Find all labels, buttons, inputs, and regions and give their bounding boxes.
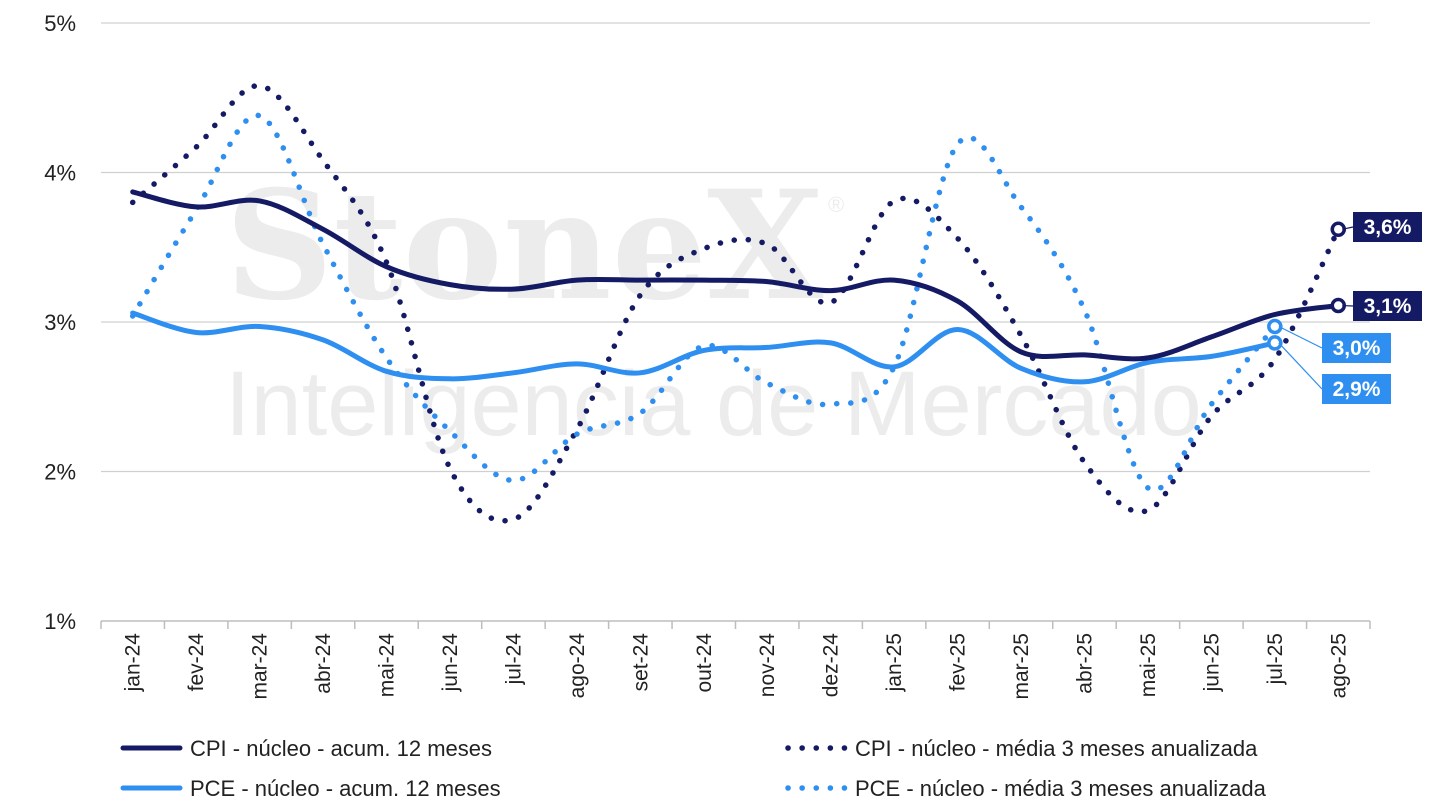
end-label-text: 2,9%: [1333, 378, 1381, 401]
y-tick-label: 5%: [44, 11, 76, 36]
x-axis: jan-24 fev-24 mar-24 abr-24 mai-24 jun-24 jul-…: [100, 620, 1371, 700]
y-tick-label: 3%: [44, 310, 76, 335]
watermark-registered: ®: [828, 192, 844, 217]
legend: CPI - núcleo - acum. 12 meses CPI - núcle…: [120, 736, 1267, 801]
x-tick-label: jan-24: [122, 633, 145, 693]
end-label-text: 3,6%: [1364, 216, 1412, 239]
x-tick-label: out-24: [693, 633, 716, 693]
x-tick-label: jul-24: [502, 633, 525, 686]
watermark-brand: StoneX: [225, 158, 824, 334]
watermark-tagline: Inteligencia de Mercado: [225, 353, 1202, 455]
end-label-leader: [1278, 325, 1323, 349]
end-labels: 3,6% 3,1% 3,0% 2,9%: [1278, 212, 1422, 404]
x-tick-label: set-24: [629, 633, 652, 692]
x-tick-label: abr-24: [312, 633, 335, 694]
y-tick-label: 1%: [44, 609, 76, 634]
y-tick-label: 2%: [44, 460, 76, 485]
end-label-box: [1322, 374, 1391, 404]
series-line-2: [130, 310, 1278, 385]
series-line-1: [130, 189, 1341, 362]
x-tick-label: dez-24: [820, 633, 843, 698]
legend-label: CPI - núcleo - acum. 12 meses: [190, 736, 492, 761]
x-tick-label: jan-25: [883, 633, 906, 692]
end-label-box: [1353, 291, 1422, 321]
end-label-box: [1353, 212, 1422, 242]
x-tick-label: mai-24: [376, 633, 399, 698]
end-label-text: 3,1%: [1364, 295, 1412, 318]
y-axis: 1% 2% 3% 4% 5%: [44, 11, 76, 634]
legend-label: PCE - núcleo - média 3 meses anualizada: [855, 776, 1267, 801]
x-tick-label: abr-25: [1073, 633, 1096, 694]
legend-label: PCE - núcleo - acum. 12 meses: [190, 776, 501, 801]
x-tick-label: jun-24: [439, 633, 462, 693]
end-marker-4: [1267, 318, 1283, 335]
end-label-leader: [1342, 226, 1354, 230]
end-marker-2: [1267, 335, 1283, 351]
grid: [101, 22, 1370, 473]
x-tick-label: fev-25: [947, 633, 970, 691]
x-tick-label: ago-25: [1327, 633, 1350, 698]
end-label-leader: [1278, 342, 1323, 390]
y-tick-label: 4%: [44, 161, 76, 186]
series-line-3: [129, 83, 1342, 524]
x-tick-label: mar-25: [1010, 633, 1033, 700]
series-group: [129, 83, 1347, 524]
x-tick-label: mar-24: [249, 633, 272, 700]
end-label-text: 3,0%: [1333, 337, 1381, 360]
end-label-box: [1322, 333, 1391, 363]
x-tick-label: fev-24: [185, 633, 208, 692]
x-tick-label: jul-25: [1264, 633, 1287, 685]
x-tick-label: nov-24: [756, 633, 779, 698]
x-tick-label: ago-24: [566, 633, 589, 699]
legend-label: CPI - núcleo - média 3 meses anualizada: [855, 736, 1258, 761]
watermark: StoneX ® Inteligencia de Mercado: [225, 158, 1202, 455]
x-tick-label: jun-25: [1200, 633, 1223, 692]
x-tick-label: mai-25: [1137, 633, 1160, 697]
